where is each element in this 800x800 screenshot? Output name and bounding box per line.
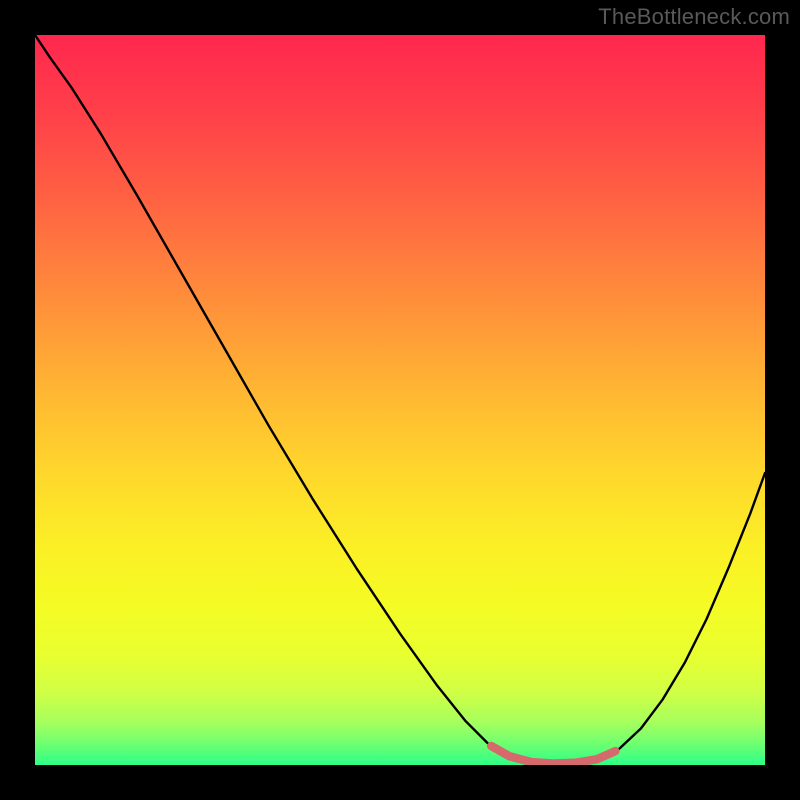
chart-background-gradient bbox=[35, 35, 765, 765]
watermark-text: TheBottleneck.com bbox=[598, 4, 790, 30]
chart-plot-area bbox=[35, 35, 765, 765]
